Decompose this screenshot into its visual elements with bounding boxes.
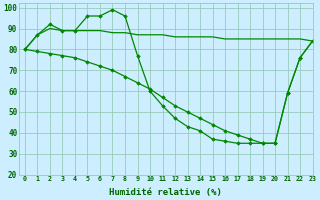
X-axis label: Humidité relative (%): Humidité relative (%) xyxy=(109,188,222,197)
